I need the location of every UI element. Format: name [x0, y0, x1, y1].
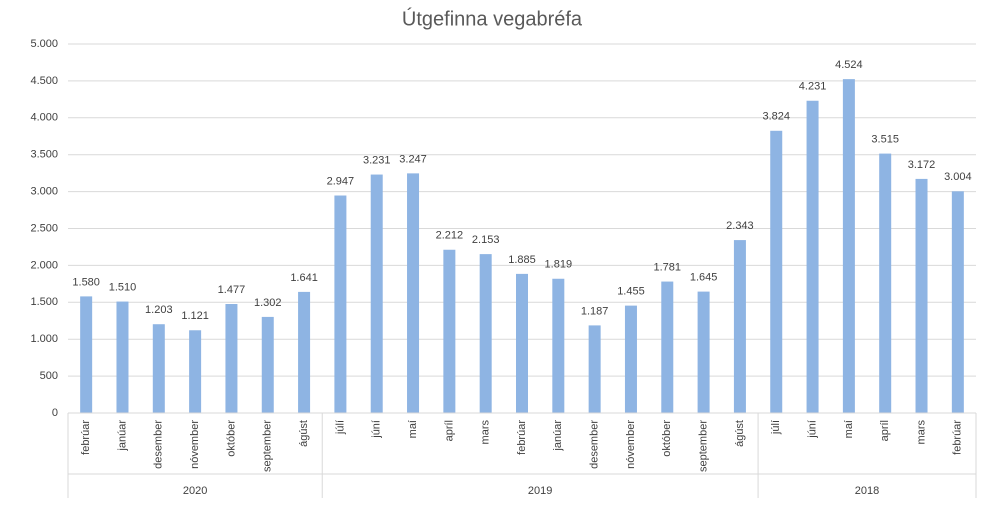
y-tick-label: 3.500 [30, 149, 58, 161]
value-label: 2.947 [327, 175, 355, 187]
x-tick-label: janúar [116, 420, 128, 452]
bar [261, 316, 274, 413]
value-label: 3.824 [762, 111, 790, 123]
y-tick-label: 5.000 [30, 38, 58, 50]
bar [407, 173, 420, 413]
value-label: 1.781 [654, 261, 682, 273]
x-tick-label: febrúar [952, 420, 964, 455]
x-tick-label: september [698, 420, 710, 472]
bar [770, 130, 783, 413]
bar [152, 324, 165, 413]
x-tick-label: október [661, 420, 673, 457]
group-label: 2019 [528, 485, 552, 497]
value-label: 1.477 [218, 284, 246, 296]
y-tick-label: 0 [52, 407, 58, 419]
value-label: 1.203 [145, 304, 173, 316]
value-label: 4.524 [835, 59, 863, 71]
bar [225, 303, 238, 413]
y-tick-label: 2.000 [30, 259, 58, 271]
bar [806, 100, 819, 413]
bar [951, 191, 964, 413]
x-tick-label: desember [589, 420, 601, 469]
bar [516, 273, 528, 413]
bar [116, 301, 129, 413]
x-tick-label: október [225, 420, 237, 457]
value-label: 3.004 [944, 171, 972, 183]
x-tick-label: júní [371, 420, 383, 439]
value-label: 3.515 [871, 133, 899, 145]
value-label: 1.121 [181, 310, 209, 322]
x-tick-label: september [262, 420, 274, 472]
value-label: 2.343 [726, 220, 754, 232]
x-tick-label: ágúst [298, 420, 310, 447]
bar [552, 278, 565, 413]
x-tick-label: mars [480, 420, 492, 445]
value-label: 1.819 [545, 259, 573, 271]
x-tick-label: júlí [770, 420, 782, 435]
bar [298, 291, 311, 413]
x-tick-label: febrúar [516, 420, 528, 455]
x-tick-label: ágúst [734, 420, 746, 447]
bar [733, 240, 746, 413]
y-tick-label: 3.000 [30, 186, 58, 198]
x-tick-label: febrúar [80, 420, 92, 455]
value-label: 1.885 [508, 254, 536, 266]
bar [479, 254, 492, 413]
value-label: 4.231 [799, 81, 827, 93]
y-tick-label: 1.500 [30, 296, 58, 308]
bar [661, 281, 674, 413]
group-label: 2018 [855, 485, 879, 497]
group-label: 2020 [183, 485, 207, 497]
y-tick-label: 2.500 [30, 222, 58, 234]
value-label: 1.641 [290, 272, 318, 284]
bar [697, 291, 710, 413]
x-tick-label: maí [407, 420, 419, 438]
x-tick-label: apríl [879, 420, 891, 441]
bar [80, 296, 93, 413]
value-label: 1.645 [690, 272, 718, 284]
bar [189, 330, 202, 413]
bar [915, 178, 928, 413]
value-label: 3.247 [399, 153, 427, 165]
bar [879, 153, 892, 413]
bar [370, 174, 383, 413]
x-tick-label: júní [806, 420, 818, 439]
value-label: 1.455 [617, 286, 645, 298]
x-tick-label: janúar [552, 420, 564, 452]
value-label: 1.187 [581, 305, 609, 317]
bar [842, 79, 855, 414]
bar [624, 305, 637, 413]
chart-title: Útgefinna vegabréfa [402, 7, 583, 30]
value-label: 3.172 [908, 159, 936, 171]
x-tick-label: mars [915, 420, 927, 445]
y-tick-label: 500 [40, 370, 58, 382]
value-label: 2.212 [436, 230, 464, 242]
value-label: 3.231 [363, 154, 391, 166]
value-label: 2.153 [472, 234, 500, 246]
x-tick-label: apríl [443, 420, 455, 441]
y-tick-label: 1.000 [30, 333, 58, 345]
value-label: 1.580 [72, 276, 100, 288]
x-tick-label: nóvember [189, 420, 201, 469]
x-tick-label: desember [153, 420, 165, 469]
value-label: 1.302 [254, 297, 282, 309]
bar [334, 195, 347, 413]
x-tick-label: júlí [334, 420, 346, 435]
bar [588, 325, 601, 413]
x-tick-label: nóvember [625, 420, 637, 469]
x-tick-label: maí [843, 420, 855, 438]
y-tick-label: 4.000 [30, 112, 58, 124]
y-tick-label: 4.500 [30, 75, 58, 87]
bar [443, 249, 456, 413]
value-label: 1.510 [109, 281, 137, 293]
